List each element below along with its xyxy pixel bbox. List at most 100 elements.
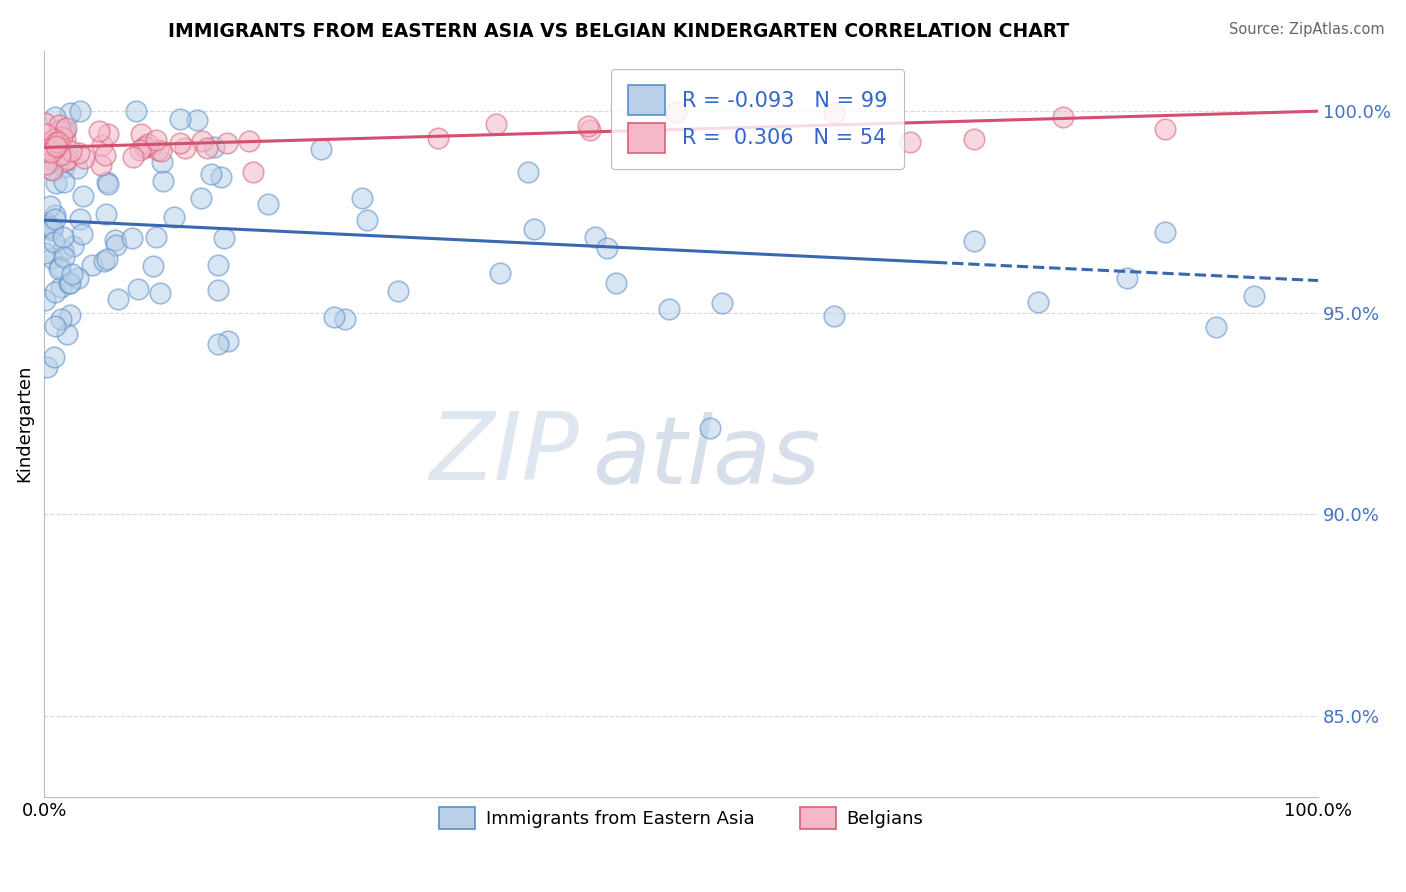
Point xyxy=(150,144,173,158)
Point xyxy=(579,123,602,137)
Point xyxy=(207,337,229,351)
Point xyxy=(427,130,450,145)
Point xyxy=(129,127,152,141)
Point xyxy=(195,141,218,155)
Point xyxy=(48,262,70,277)
Point xyxy=(48,148,70,162)
Point xyxy=(127,282,149,296)
Point xyxy=(41,223,63,237)
Point xyxy=(665,105,688,120)
Y-axis label: Kindergarten: Kindergarten xyxy=(15,365,32,483)
Point xyxy=(48,145,70,160)
Point xyxy=(1052,110,1074,124)
Point xyxy=(59,106,82,120)
Text: Source: ZipAtlas.com: Source: ZipAtlas.com xyxy=(1229,22,1385,37)
Point xyxy=(1026,295,1049,310)
Point xyxy=(35,216,58,230)
Point xyxy=(39,161,62,176)
Point xyxy=(39,145,62,160)
Point xyxy=(209,170,232,185)
Point xyxy=(51,280,73,294)
Point xyxy=(37,359,59,374)
Point xyxy=(35,157,58,171)
Point xyxy=(38,199,60,213)
Point xyxy=(1243,288,1265,302)
Point xyxy=(135,140,157,154)
Legend: Immigrants from Eastern Asia, Belgians: Immigrants from Eastern Asia, Belgians xyxy=(432,800,931,837)
Point xyxy=(238,134,260,148)
Point xyxy=(48,118,70,132)
Point xyxy=(44,285,66,300)
Point xyxy=(107,292,129,306)
Point xyxy=(186,113,208,128)
Point xyxy=(52,124,75,138)
Point xyxy=(1154,122,1177,136)
Point xyxy=(128,143,150,157)
Point xyxy=(963,132,986,146)
Point xyxy=(517,165,540,179)
Point xyxy=(1205,320,1227,334)
Point xyxy=(350,191,373,205)
Point xyxy=(39,142,62,156)
Point xyxy=(138,137,160,152)
Point xyxy=(96,175,118,189)
Point xyxy=(70,227,93,242)
Point xyxy=(41,163,63,178)
Point xyxy=(72,188,94,202)
Point xyxy=(134,140,156,154)
Point xyxy=(52,161,75,175)
Point xyxy=(44,350,66,364)
Text: ZIP: ZIP xyxy=(430,408,579,500)
Point xyxy=(93,253,115,268)
Point xyxy=(125,104,148,119)
Point xyxy=(41,152,63,166)
Point xyxy=(163,210,186,224)
Text: IMMIGRANTS FROM EASTERN ASIA VS BELGIAN KINDERGARTEN CORRELATION CHART: IMMIGRANTS FROM EASTERN ASIA VS BELGIAN … xyxy=(167,22,1070,41)
Point xyxy=(257,197,280,211)
Point xyxy=(523,222,546,236)
Point xyxy=(145,132,167,146)
Point xyxy=(53,124,76,138)
Point xyxy=(56,326,79,341)
Text: atlas: atlas xyxy=(592,412,820,503)
Point xyxy=(145,230,167,244)
Point xyxy=(122,150,145,164)
Point xyxy=(66,270,89,285)
Point xyxy=(37,142,59,156)
Point xyxy=(41,252,63,266)
Point xyxy=(46,135,69,149)
Point xyxy=(323,310,346,324)
Point xyxy=(121,231,143,245)
Point xyxy=(53,153,76,168)
Point xyxy=(42,131,65,145)
Point xyxy=(44,141,66,155)
Point xyxy=(173,140,195,154)
Point xyxy=(200,167,222,181)
Point xyxy=(104,233,127,247)
Point xyxy=(576,120,599,134)
Point xyxy=(52,230,75,244)
Point xyxy=(49,312,72,326)
Point xyxy=(42,154,65,169)
Point xyxy=(356,213,378,227)
Point xyxy=(699,421,721,435)
Point xyxy=(242,164,264,178)
Point xyxy=(333,311,356,326)
Point xyxy=(82,259,104,273)
Point xyxy=(41,221,63,235)
Point xyxy=(823,106,845,120)
Point xyxy=(58,276,80,290)
Point xyxy=(87,124,110,138)
Point xyxy=(34,293,56,307)
Point xyxy=(42,235,65,249)
Point xyxy=(59,308,82,322)
Point xyxy=(215,136,238,150)
Point xyxy=(35,127,58,141)
Point xyxy=(56,147,79,161)
Point xyxy=(169,136,191,150)
Point xyxy=(45,138,67,153)
Point xyxy=(44,136,66,150)
Point xyxy=(142,259,165,273)
Point xyxy=(217,334,239,349)
Point xyxy=(48,260,70,275)
